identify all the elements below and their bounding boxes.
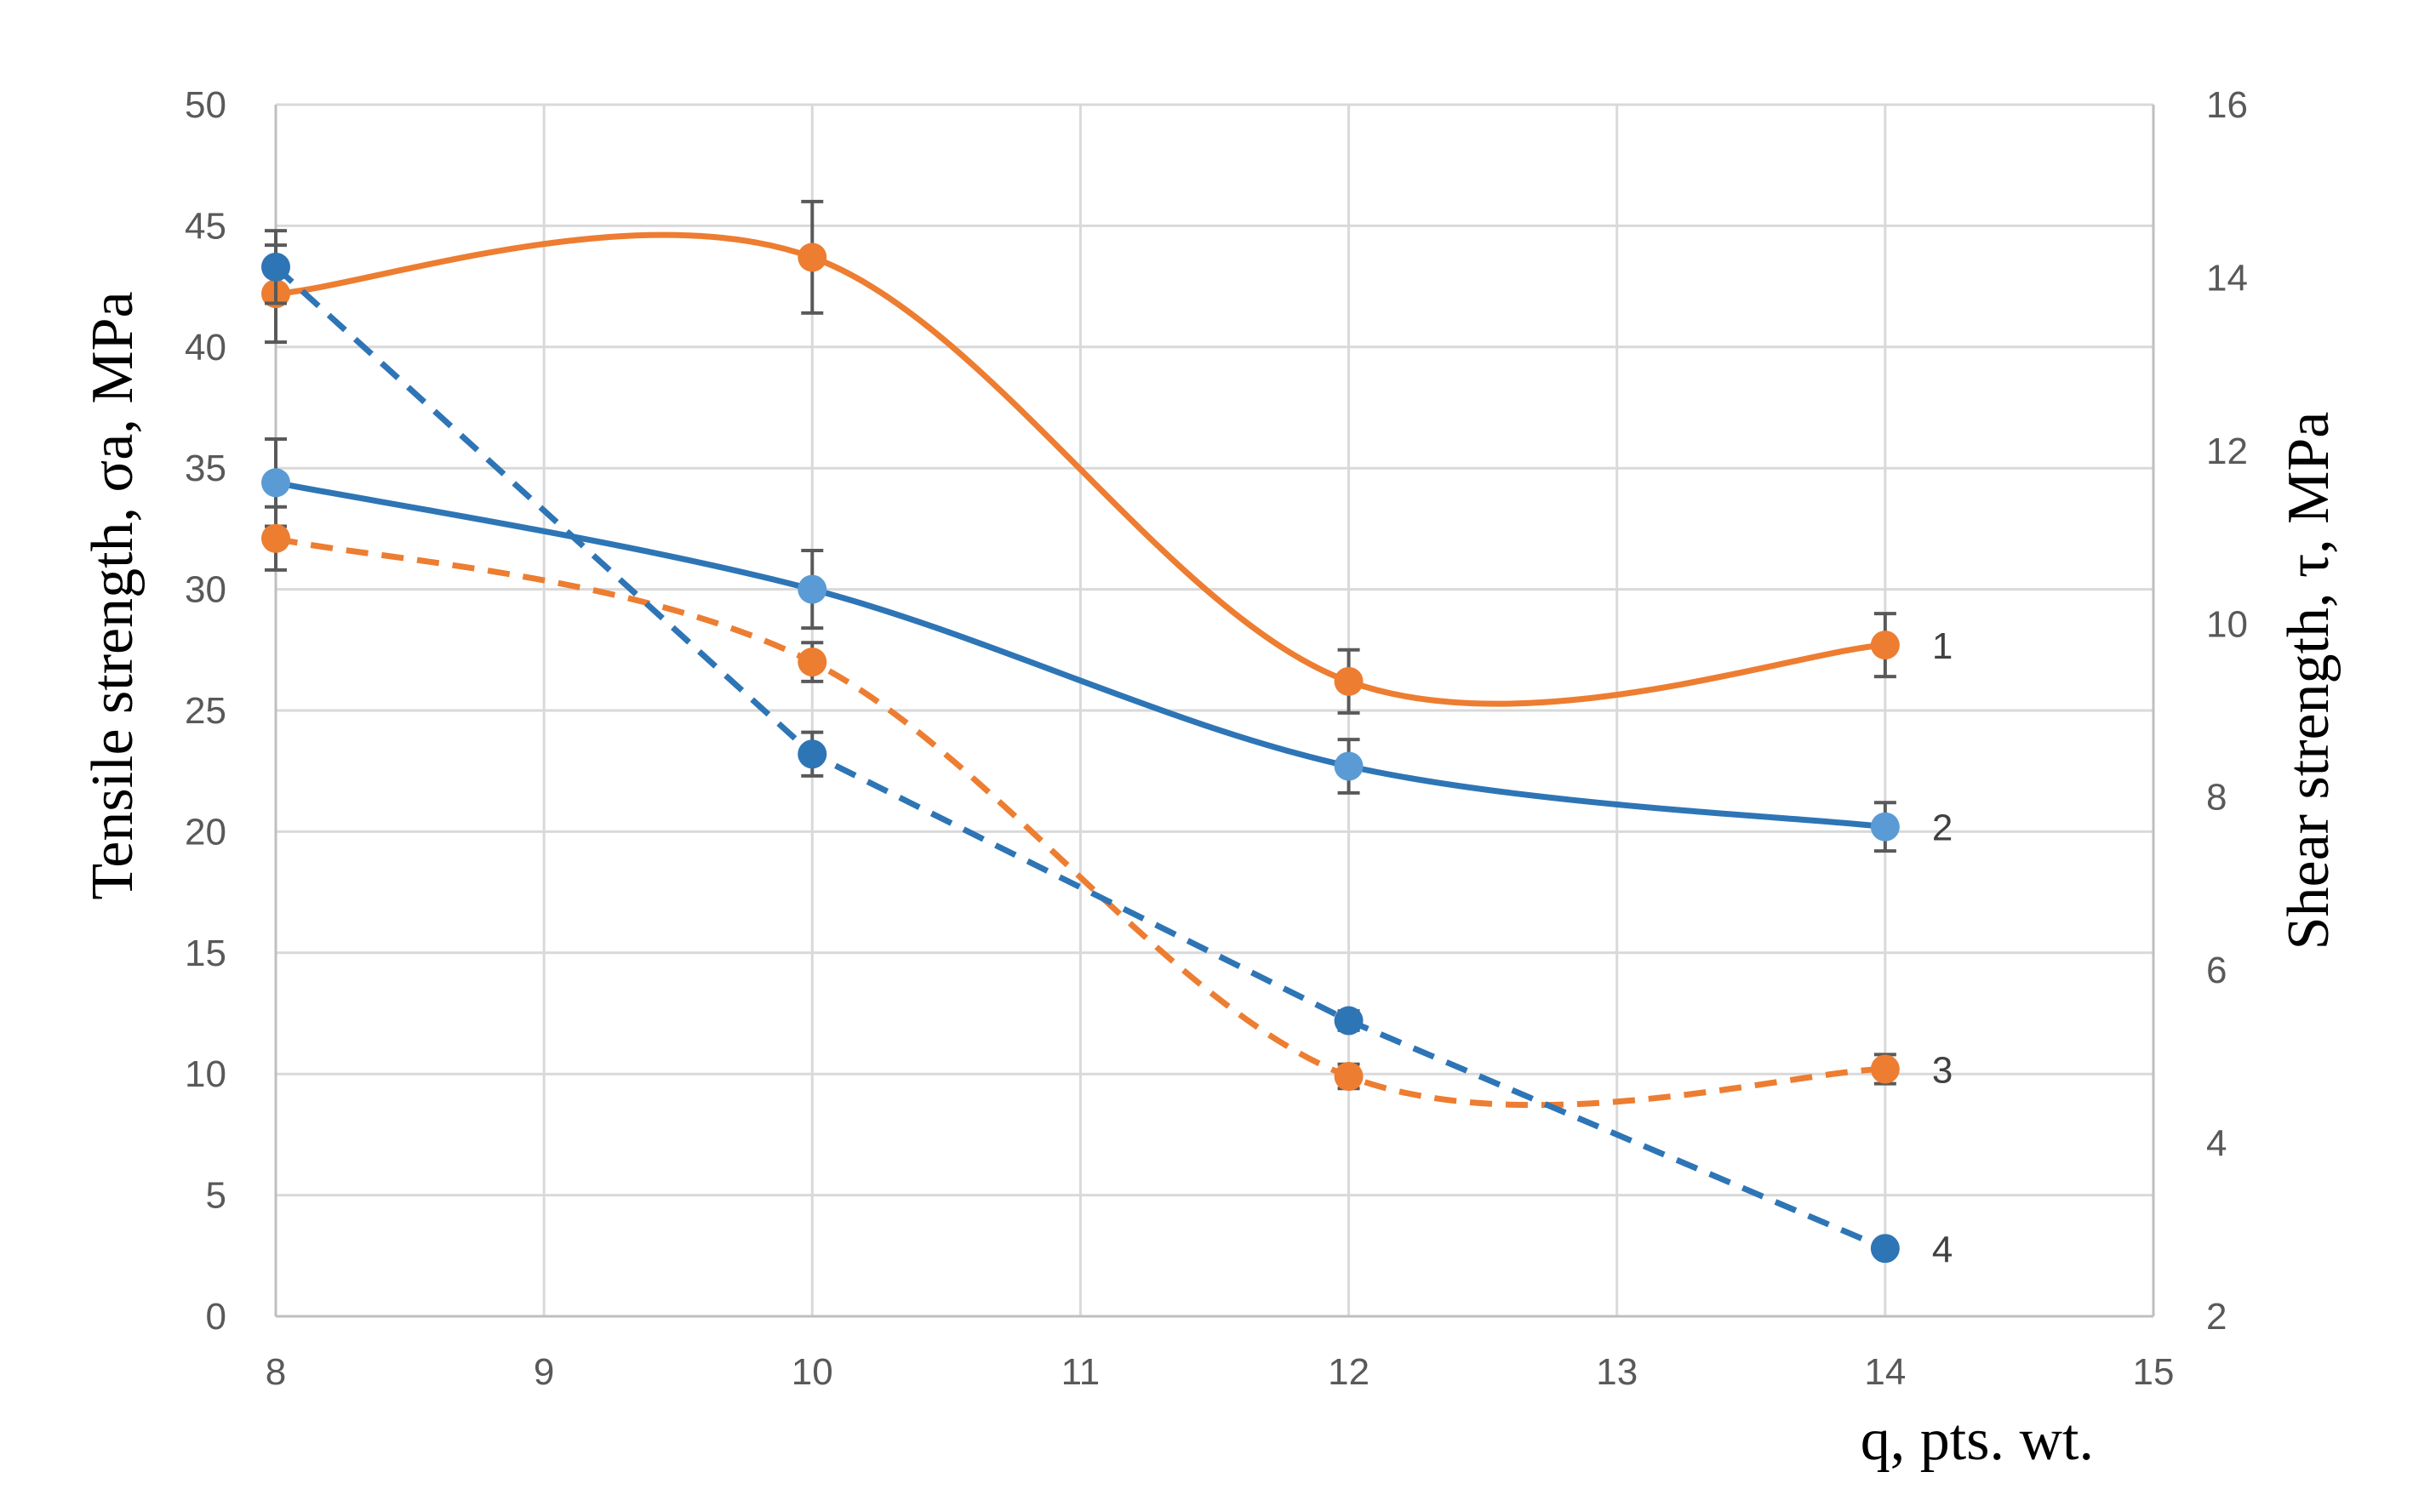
y-right-tick-label: 4	[2206, 1123, 2227, 1165]
y-left-tick-label: 0	[206, 1296, 226, 1338]
series-2-line	[275, 479, 1886, 830]
y-right-tick-label: 16	[2206, 84, 2248, 126]
series-2-point	[798, 574, 827, 604]
y-right-tick-label: 8	[2206, 777, 2227, 819]
x-tick-label: 14	[1864, 1351, 1906, 1393]
x-tick-label: 11	[1061, 1351, 1101, 1393]
series-2-point	[1870, 812, 1900, 842]
y-left-tick-label: 30	[185, 569, 226, 611]
y-left-tick-label: 25	[185, 690, 226, 732]
series-layer	[261, 199, 1900, 1264]
x-tick-label: 15	[2133, 1351, 2175, 1393]
y-right-tick-label: 14	[2206, 257, 2248, 299]
x-tick-label: 10	[792, 1351, 833, 1393]
y-left-tick-label: 45	[185, 205, 226, 247]
y-left-tick-label: 15	[185, 933, 226, 974]
series-4-point	[1334, 1006, 1364, 1036]
grid	[274, 103, 2155, 1318]
series-4-point	[1870, 1234, 1900, 1264]
series-4-label: 4	[1932, 1229, 1953, 1270]
series-2-point	[261, 468, 290, 498]
y-left-tick-label: 20	[185, 811, 226, 853]
series-2-point	[1334, 751, 1364, 781]
y-right-tick-label: 6	[2206, 950, 2227, 991]
series-2-label: 2	[1932, 807, 1953, 849]
y-left-tick-label: 35	[185, 448, 226, 489]
series-3-label: 3	[1932, 1050, 1953, 1092]
y-axis-right-title: Shear strength, τ, MPa	[2276, 412, 2342, 950]
x-tick-label: 9	[534, 1351, 554, 1393]
x-tick-label: 8	[266, 1351, 286, 1393]
series-3-point	[798, 648, 827, 677]
series-4-point	[261, 252, 290, 282]
y-axis-left-title: Tensile strength, σa, MPa	[80, 291, 146, 899]
series-1-point	[1334, 666, 1364, 696]
x-axis-title: q, pts. wt.	[1861, 1407, 2094, 1473]
y-right-tick-label: 2	[2206, 1296, 2227, 1338]
series-4-line	[273, 265, 1887, 1252]
x-tick-label: 13	[1596, 1351, 1638, 1393]
series-1-point	[1870, 630, 1900, 660]
series-1-line	[275, 231, 1886, 707]
y-left-tick-label: 5	[206, 1175, 226, 1217]
series-3-point	[261, 523, 290, 553]
series-1-label: 1	[1932, 625, 1953, 667]
series-3-line	[275, 535, 1885, 1109]
series-3-point	[1870, 1054, 1900, 1084]
y-left-tick-label: 10	[185, 1053, 226, 1095]
y-right-tick-label: 10	[2206, 603, 2248, 645]
series-3	[261, 505, 1900, 1109]
series-2	[261, 437, 1900, 853]
y-left-tick-label: 50	[185, 84, 226, 126]
y-left-tick-label: 40	[185, 327, 226, 368]
series-1-point	[798, 242, 827, 272]
y-right-tick-label: 12	[2206, 431, 2248, 472]
series-4	[261, 229, 1900, 1264]
series-3-point	[1334, 1062, 1364, 1092]
x-tick-label: 12	[1328, 1351, 1369, 1393]
series-4-point	[798, 739, 827, 769]
